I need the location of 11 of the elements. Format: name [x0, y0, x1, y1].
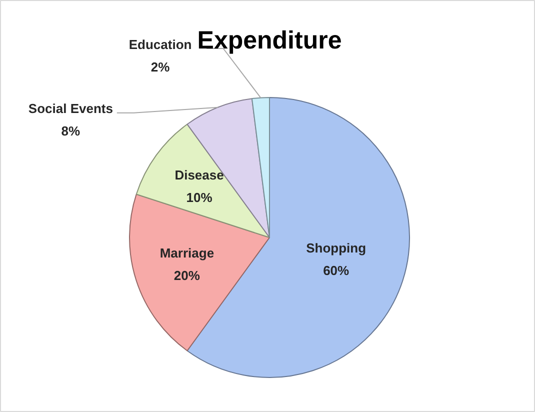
slice-label: Education — [128, 36, 192, 52]
data-label: 10% — [186, 190, 213, 206]
data-label: 8% — [61, 124, 81, 139]
slice-label: Marriage — [160, 246, 214, 261]
chart-title: Expenditure — [197, 26, 342, 54]
slice-label: Disease — [174, 168, 224, 183]
data-label: 20% — [174, 268, 200, 284]
data-label: 60% — [323, 262, 350, 278]
slice-label: Shopping — [306, 240, 366, 256]
data-label: 2% — [150, 59, 170, 74]
slice-label: Social Events — [28, 101, 113, 116]
